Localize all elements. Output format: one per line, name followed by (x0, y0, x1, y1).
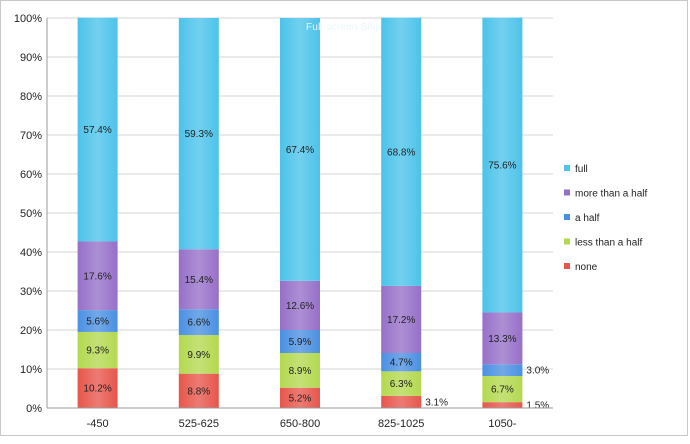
y-tick-label: 60% (20, 169, 42, 181)
y-tick-label: 70% (20, 130, 42, 142)
bar-segment (178, 249, 219, 310)
data-label: 9.3% (86, 346, 109, 357)
bar-segment (482, 402, 523, 408)
chart-frame: 0% 10% 20% 30% 40% 50% 60% 70% 80% 90% 100% 10.2% 9… (0, 0, 688, 436)
data-label: 59.3% (185, 129, 213, 140)
data-label: 5.9% (289, 337, 312, 348)
legend-label: more than a half (575, 189, 647, 200)
data-label: 6.7% (491, 385, 514, 396)
bar-segment (381, 395, 422, 408)
bar-segment (280, 353, 320, 388)
bar-segment (77, 310, 118, 332)
bar-segment (77, 241, 118, 311)
y-tick-label: 30% (20, 286, 42, 298)
data-label: 8.9% (289, 366, 312, 377)
y-tick-label: 40% (20, 247, 42, 259)
bar-segment (77, 17, 118, 242)
y-tick-label: 10% (20, 364, 42, 376)
data-label: 57.4% (83, 125, 111, 136)
x-axis: -450 525-625 650-800 825-1025 1050- (47, 407, 553, 430)
bar-segment (280, 330, 320, 354)
bar-segment (77, 331, 118, 369)
data-label: 3.1% (425, 397, 448, 408)
y-tick-label: 100% (14, 13, 42, 25)
x-tick-label: 825-1025 (378, 418, 425, 430)
legend-swatch (564, 263, 570, 269)
data-label: 4.7% (390, 358, 413, 369)
data-label: 17.2% (387, 315, 415, 326)
x-tick-label: 650-800 (280, 418, 320, 430)
bar-segment (381, 17, 422, 286)
legend-swatch (564, 165, 570, 171)
bar-segment (381, 353, 422, 372)
data-label: 9.9% (187, 350, 210, 361)
y-axis: 0% 10% 20% 30% 40% 50% 60% 70% 80% 90% 100% (14, 13, 48, 415)
data-label: 15.4% (185, 275, 213, 286)
bar-segment (482, 376, 523, 403)
bar-segment (280, 18, 320, 281)
x-tick-label: 525-625 (179, 418, 219, 430)
bar-stack: 8.8% 9.9% 6.6% 15.4% 59.3% (178, 18, 219, 408)
data-label: 75.6% (488, 161, 516, 172)
data-label: 8.8% (187, 386, 210, 397)
data-label: 13.3% (488, 334, 516, 345)
legend-swatch (564, 238, 570, 245)
bar-stack: 5.2% 8.9% 5.9% 12.6% 67.4% (280, 18, 320, 408)
y-tick-label: 80% (20, 91, 42, 103)
data-label: 17.6% (83, 271, 111, 282)
y-tick-label: 90% (20, 52, 42, 64)
data-label: 6.6% (187, 318, 210, 329)
y-tick-label: 0% (26, 403, 42, 415)
y-tick-label: 20% (20, 325, 42, 337)
data-label: 67.4% (286, 145, 314, 156)
x-tick-label: -450 (87, 418, 109, 430)
data-label: 5.6% (86, 317, 109, 328)
bar-segment (280, 280, 320, 330)
data-label: 12.6% (286, 301, 314, 312)
bar-segment (381, 371, 422, 396)
bar-segment (482, 312, 523, 365)
bar-stack: 3.1% 6.3% 4.7% 17.2% 68.8% (381, 17, 448, 408)
bar-segment (178, 309, 219, 336)
bar-segment (77, 368, 118, 408)
legend-swatch (564, 214, 570, 220)
bars: 10.2% 9.3% 5.6% 17.6% 57.4% 8.8% 9.9% 6.6% 15.4%… (77, 17, 549, 412)
data-label: 3.0% (526, 366, 549, 377)
stacked-bar-chart: 0% 10% 20% 30% 40% 50% 60% 70% 80% 90% 100% 10.2% 9… (14, 13, 648, 430)
legend-label: full (575, 164, 588, 175)
legend-label: a half (575, 213, 600, 224)
data-label: 6.3% (390, 379, 413, 390)
legend-swatch (564, 189, 570, 196)
legend-label: none (575, 262, 598, 273)
bar-segment (280, 387, 320, 408)
bar-stack: 10.2% 9.3% 5.6% 17.6% 57.4% (77, 17, 118, 408)
watermark-text: Full-screen Snip (306, 22, 382, 33)
x-tick-label: 1050- (488, 418, 516, 430)
bar-stack: 1.5% 6.7% 3.0% 13.3% 75.6% (482, 17, 549, 412)
bar-segment (178, 373, 219, 408)
bar-segment (178, 18, 219, 250)
legend: full more than a half a half less than a ha… (564, 164, 647, 273)
bar-segment (381, 285, 422, 354)
bar-segment (482, 17, 523, 313)
bar-segment (482, 364, 523, 377)
bar-segment (178, 335, 219, 374)
legend-label: less than a half (575, 238, 642, 249)
data-label: 10.2% (83, 384, 111, 395)
y-tick-label: 50% (20, 208, 42, 220)
data-label: 5.2% (289, 393, 312, 404)
data-label: 1.5% (526, 401, 549, 412)
data-label: 68.8% (387, 147, 415, 158)
